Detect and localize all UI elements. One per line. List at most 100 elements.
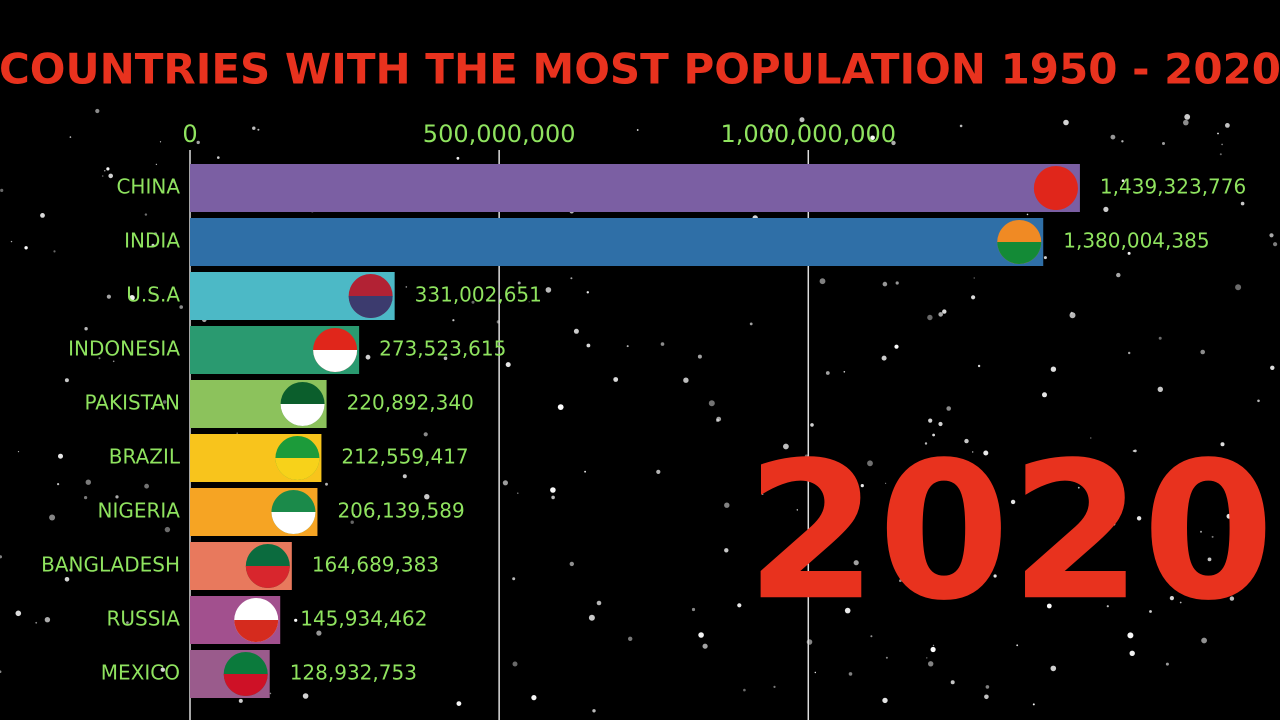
star	[1200, 530, 1202, 533]
star	[891, 140, 896, 146]
star	[985, 685, 990, 689]
star	[1069, 312, 1076, 319]
star	[584, 470, 586, 473]
star	[683, 377, 689, 383]
star	[257, 128, 260, 131]
star	[1046, 603, 1052, 609]
star	[1179, 527, 1184, 533]
star	[708, 400, 715, 407]
star	[799, 117, 805, 123]
star	[17, 451, 20, 453]
star	[1129, 650, 1135, 656]
star	[993, 574, 997, 578]
value-label: 273,523,615	[379, 337, 506, 361]
star	[545, 287, 552, 293]
star	[870, 135, 875, 141]
star	[44, 617, 51, 623]
star	[0, 555, 2, 559]
star	[928, 418, 933, 423]
star	[550, 487, 556, 493]
star	[885, 656, 888, 659]
value-label: 1,380,004,385	[1063, 229, 1209, 253]
year-annotation: 2020	[746, 421, 1275, 642]
chart-title: COUNTRIES WITH THE MOST POPULATION 1950 …	[0, 45, 1280, 94]
star	[1171, 554, 1177, 559]
star	[98, 357, 101, 360]
star	[848, 672, 853, 676]
star	[596, 600, 602, 606]
category-label: PAKISTAN	[85, 391, 180, 415]
star	[365, 354, 371, 360]
star	[1133, 449, 1137, 453]
star	[942, 309, 947, 314]
star	[1229, 596, 1235, 601]
star	[1201, 637, 1207, 644]
star	[151, 243, 155, 247]
star	[867, 460, 873, 467]
star	[881, 355, 887, 361]
star	[1157, 386, 1164, 392]
star	[471, 300, 475, 304]
star	[1016, 644, 1019, 647]
flag-part	[271, 512, 316, 534]
star	[1217, 132, 1219, 135]
star	[452, 319, 455, 322]
star	[796, 509, 798, 511]
value-label: 145,934,462	[300, 607, 427, 631]
star	[325, 482, 328, 486]
star	[928, 661, 934, 667]
star	[586, 343, 591, 348]
star	[371, 512, 374, 515]
star	[85, 479, 92, 485]
star	[716, 416, 722, 422]
category-label: NIGERIA	[98, 499, 181, 523]
star	[927, 314, 933, 321]
star	[1121, 179, 1125, 182]
star	[1184, 114, 1191, 120]
value-label: 212,559,417	[341, 445, 468, 469]
star	[897, 555, 902, 560]
star	[164, 526, 171, 533]
category-label: CHINA	[116, 175, 180, 199]
star	[1270, 365, 1275, 370]
x-tick-label: 1,000,000,000	[720, 120, 896, 148]
star	[69, 136, 72, 138]
star	[1103, 206, 1109, 212]
star	[924, 442, 928, 445]
star	[1219, 153, 1222, 156]
star	[926, 657, 928, 659]
star	[517, 281, 521, 285]
star	[825, 371, 830, 375]
star	[217, 156, 220, 159]
star	[964, 438, 969, 444]
star	[938, 312, 943, 317]
category-label: U.S.A	[126, 283, 180, 307]
star	[1050, 665, 1057, 672]
star	[783, 443, 789, 450]
star	[456, 701, 462, 706]
star	[153, 232, 158, 236]
star	[106, 294, 111, 299]
star	[1158, 336, 1162, 340]
star	[570, 277, 573, 280]
star	[1221, 143, 1223, 146]
star	[1183, 119, 1189, 126]
star	[238, 698, 243, 703]
star	[810, 423, 814, 427]
value-label: 206,139,589	[337, 499, 464, 523]
bar	[190, 218, 1044, 266]
star	[1127, 632, 1134, 639]
star	[443, 356, 448, 361]
star	[1042, 392, 1047, 398]
star	[423, 432, 428, 437]
star	[106, 167, 110, 171]
star	[1066, 539, 1072, 545]
star	[456, 156, 460, 160]
star	[424, 494, 430, 500]
star	[1235, 284, 1242, 291]
star	[512, 661, 518, 667]
star	[15, 610, 22, 617]
star	[932, 433, 935, 437]
star	[53, 250, 56, 253]
star	[24, 246, 28, 250]
